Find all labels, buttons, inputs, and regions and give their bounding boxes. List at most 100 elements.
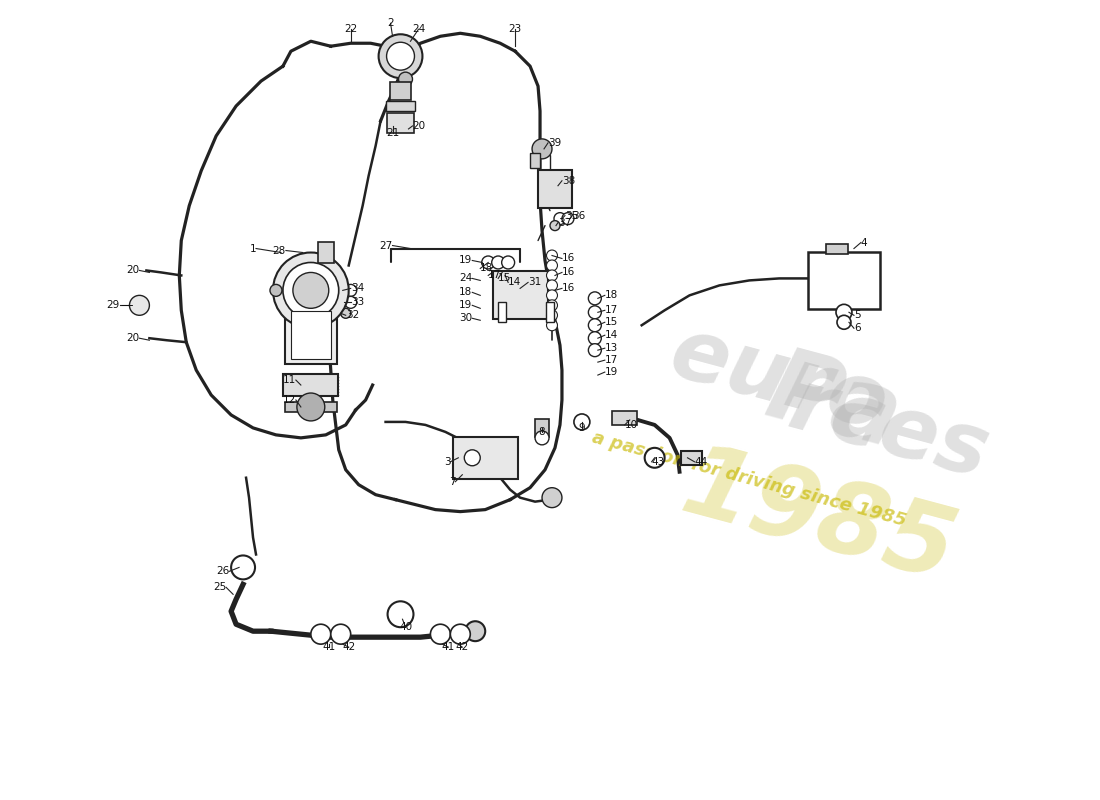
Text: 15: 15 [498,274,512,283]
Text: 26: 26 [216,566,229,577]
Circle shape [344,296,356,308]
Bar [285,306,337,364]
Text: 28: 28 [273,246,286,255]
Circle shape [562,213,574,225]
Text: 14: 14 [508,278,521,287]
Text: 4: 4 [861,238,868,247]
Text: 33: 33 [351,298,364,307]
Text: 14: 14 [605,330,618,340]
Text: 44: 44 [694,457,707,466]
Text: 24: 24 [459,274,472,283]
Circle shape [547,310,558,321]
Circle shape [273,253,349,328]
Text: 16: 16 [562,283,575,294]
Text: 43: 43 [651,457,664,466]
Circle shape [130,295,150,315]
Circle shape [450,624,471,644]
Circle shape [532,139,552,159]
Circle shape [645,448,664,468]
Text: 38: 38 [562,176,575,186]
Circle shape [386,42,415,70]
Circle shape [283,262,339,318]
Text: 17: 17 [488,270,502,281]
Bar [681,451,703,465]
Text: 20: 20 [126,266,140,275]
Circle shape [492,256,505,269]
Circle shape [430,624,450,644]
Text: 1985: 1985 [672,437,966,602]
Circle shape [344,285,356,296]
Text: 9: 9 [579,423,585,433]
Circle shape [574,414,590,430]
Circle shape [502,256,515,269]
Text: 19: 19 [605,367,618,377]
Circle shape [311,624,331,644]
Text: 12: 12 [283,395,296,405]
Bar [284,374,338,396]
Circle shape [378,34,422,78]
Text: 24: 24 [411,24,425,34]
Text: 29: 29 [107,300,120,310]
Circle shape [297,393,324,421]
Text: 36: 36 [572,210,585,221]
Circle shape [398,72,412,86]
Text: 32: 32 [345,310,359,320]
Text: 10: 10 [625,420,638,430]
Text: 41: 41 [442,642,455,652]
Text: 17: 17 [605,306,618,315]
Circle shape [547,300,558,311]
Circle shape [387,602,414,627]
Text: 27: 27 [379,241,393,250]
Text: 34: 34 [351,283,364,294]
Bar [453,437,518,478]
Bar [493,271,548,319]
Circle shape [554,213,565,225]
Text: a passion for driving since 1985: a passion for driving since 1985 [591,429,909,530]
Text: rces: rces [780,363,998,496]
Text: 31: 31 [528,278,541,287]
Text: 19: 19 [459,255,472,266]
Circle shape [464,450,481,466]
Bar [546,302,554,322]
Circle shape [547,260,558,271]
Text: 20: 20 [412,121,426,131]
Bar [808,251,880,310]
Text: 18: 18 [605,290,618,300]
Text: 39: 39 [548,138,561,148]
Bar [826,243,848,254]
Text: 17: 17 [605,355,618,365]
Text: 21: 21 [386,128,399,138]
Circle shape [482,256,495,269]
Text: 22: 22 [344,24,358,34]
Bar [386,101,416,111]
Text: 2: 2 [387,18,394,28]
Circle shape [231,555,255,579]
Bar [613,411,637,425]
Circle shape [547,320,558,330]
Text: 42: 42 [455,642,469,652]
Text: 1: 1 [250,243,256,254]
Text: —: — [120,299,133,312]
Circle shape [547,290,558,301]
Circle shape [588,344,602,357]
Text: 6: 6 [854,323,860,334]
Bar [538,155,550,205]
Text: 19: 19 [459,300,472,310]
Text: 13: 13 [605,343,618,353]
Text: 15: 15 [605,318,618,327]
Bar [530,154,540,168]
Text: 16: 16 [562,267,575,278]
Text: 35: 35 [565,210,579,221]
Text: 30: 30 [459,314,472,323]
Bar [535,419,549,437]
Text: 20: 20 [126,334,140,343]
Circle shape [547,280,558,291]
Circle shape [341,308,351,318]
Circle shape [588,332,602,345]
Circle shape [465,622,485,641]
Bar [538,170,572,208]
Bar [318,242,333,263]
Text: 37: 37 [558,218,571,228]
Text: 8: 8 [539,427,546,437]
Text: 25: 25 [213,582,227,592]
